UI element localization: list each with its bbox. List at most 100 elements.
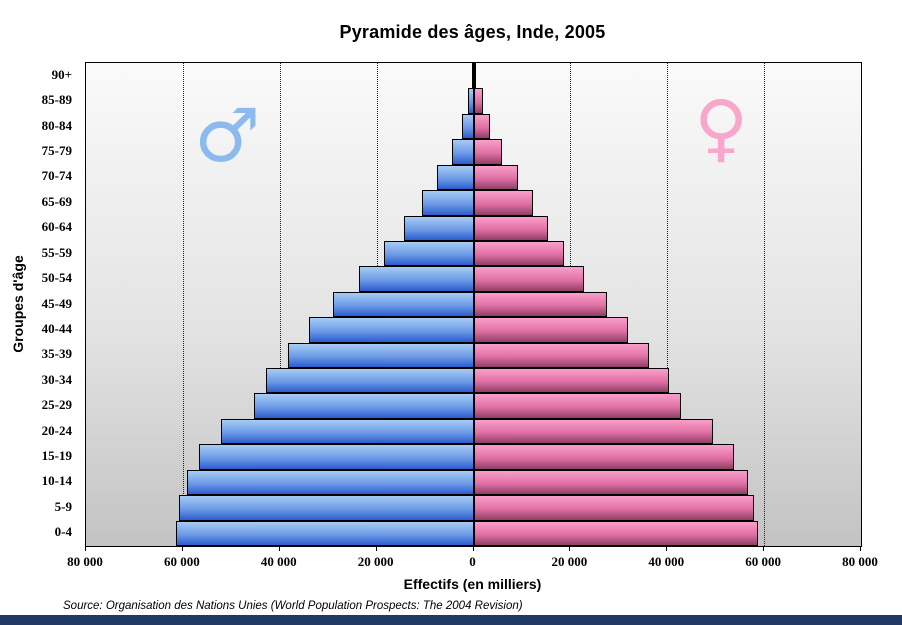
pyramid-row-25-29	[86, 393, 861, 419]
age-group-label: 75-79	[41, 142, 72, 158]
age-group-label: 20-24	[41, 422, 72, 438]
male-symbol-icon: ♂	[194, 93, 261, 179]
female-bar-0-4	[473, 520, 759, 547]
male-bar-75-79	[451, 139, 474, 165]
x-tick-mark	[569, 546, 571, 551]
female-bar-75-79	[473, 139, 502, 165]
age-group-label: 90+	[51, 66, 72, 82]
male-bar-25-29	[253, 393, 474, 419]
male-bar-20-24	[220, 418, 474, 445]
age-group-label: 55-59	[41, 244, 72, 260]
x-axis-title: Effectifs (en milliers)	[403, 576, 542, 592]
female-bar-20-24	[473, 418, 714, 445]
male-bar-40-44	[309, 317, 474, 343]
pyramid-row-90+	[86, 63, 861, 89]
pyramid-row-55-59	[86, 240, 861, 267]
male-bar-15-19	[199, 444, 474, 470]
age-group-label: 85-89	[41, 92, 72, 108]
pyramid-row-70-74	[86, 164, 861, 191]
male-bar-35-39	[287, 342, 474, 369]
age-group-label: 65-69	[41, 193, 72, 209]
age-group-label: 25-29	[41, 397, 72, 413]
x-tick-label: 80 000	[842, 554, 878, 569]
age-group-label: 35-39	[41, 346, 72, 362]
female-bar-5-9	[473, 495, 754, 521]
female-bar-50-54	[473, 266, 584, 292]
pyramid-row-60-64	[86, 215, 861, 241]
female-bar-70-74	[473, 164, 519, 191]
pyramid-row-50-54	[86, 266, 861, 292]
x-tick-label: 40 000	[648, 554, 685, 569]
source-note: Source: Organisation des Nations Unies (…	[63, 600, 523, 612]
female-bar-10-14	[473, 469, 748, 496]
pyramid-row-75-79	[86, 139, 861, 165]
x-tick-mark	[375, 546, 377, 551]
male-bar-60-64	[404, 215, 474, 241]
plot-area: ♂ ♀	[85, 62, 862, 547]
x-tick-label: 60 000	[745, 554, 781, 569]
female-bar-60-64	[473, 215, 548, 241]
pyramid-row-35-39	[86, 342, 861, 369]
pyramid-row-15-19	[86, 444, 861, 470]
x-tick-label: 0	[469, 554, 476, 569]
age-group-label: 60-64	[41, 219, 72, 235]
male-bar-30-34	[266, 368, 474, 394]
age-group-label: 50-54	[41, 270, 72, 286]
male-bar-55-59	[384, 240, 474, 267]
female-bar-90+	[473, 63, 476, 89]
footer-bar	[0, 615, 902, 625]
gridline	[182, 63, 184, 546]
female-bar-45-49	[473, 291, 608, 318]
male-bar-0-4	[175, 520, 474, 547]
bars-layer	[86, 63, 861, 547]
age-group-label: 30-34	[41, 371, 72, 387]
male-bar-65-69	[421, 190, 474, 216]
pyramid-row-20-24	[86, 418, 861, 445]
x-tick-label: 40 000	[260, 554, 297, 569]
male-bar-70-74	[436, 164, 474, 191]
female-bar-55-59	[473, 240, 565, 267]
female-bar-35-39	[473, 342, 649, 369]
age-group-axis: 90+ 85-89 80-84 75-79 70-74 65-69 60-64 55-59 50…	[0, 62, 78, 545]
age-group-label: 0-4	[54, 524, 72, 540]
female-bar-30-34	[473, 368, 670, 394]
x-tick-mark	[763, 546, 765, 551]
female-bar-15-19	[473, 444, 734, 470]
gridline	[764, 63, 766, 546]
male-bar-5-9	[178, 495, 474, 521]
pyramid-row-65-69	[86, 190, 861, 216]
age-group-label: 10-14	[41, 473, 72, 489]
male-bar-10-14	[186, 469, 474, 496]
x-tick-label: 80 000	[67, 554, 103, 569]
pyramid-row-40-44	[86, 317, 861, 343]
pyramid-row-10-14	[86, 469, 861, 496]
female-bar-85-89	[473, 88, 483, 114]
pyramid-row-5-9	[86, 495, 861, 521]
x-tick-mark	[472, 546, 474, 551]
x-tick-label: 20 000	[357, 554, 394, 569]
gridline	[667, 63, 669, 546]
pyramid-row-80-84	[86, 113, 861, 140]
age-group-label: 70-74	[41, 168, 72, 184]
x-tick-mark	[85, 546, 86, 551]
male-bar-50-54	[359, 266, 474, 292]
pyramid-row-0-4	[86, 520, 861, 547]
age-group-label: 15-19	[41, 448, 72, 464]
pyramid-row-30-34	[86, 368, 861, 394]
gridline	[279, 63, 281, 546]
x-tick-mark	[181, 546, 183, 551]
female-bar-25-29	[473, 393, 681, 419]
x-tick-mark	[666, 546, 668, 551]
chart-title: Pyramide des âges, Inde, 2005	[339, 22, 606, 42]
x-tick-label: 20 000	[551, 554, 588, 569]
age-group-label: 45-49	[41, 295, 72, 311]
female-bar-80-84	[473, 113, 491, 140]
pyramid-row-45-49	[86, 291, 861, 318]
age-group-label: 40-44	[41, 320, 72, 336]
male-bar-85-89	[468, 88, 474, 114]
female-bar-65-69	[473, 190, 533, 216]
female-bar-40-44	[473, 317, 629, 343]
x-tick-mark	[278, 546, 280, 551]
female-symbol-icon: ♀	[694, 85, 749, 171]
